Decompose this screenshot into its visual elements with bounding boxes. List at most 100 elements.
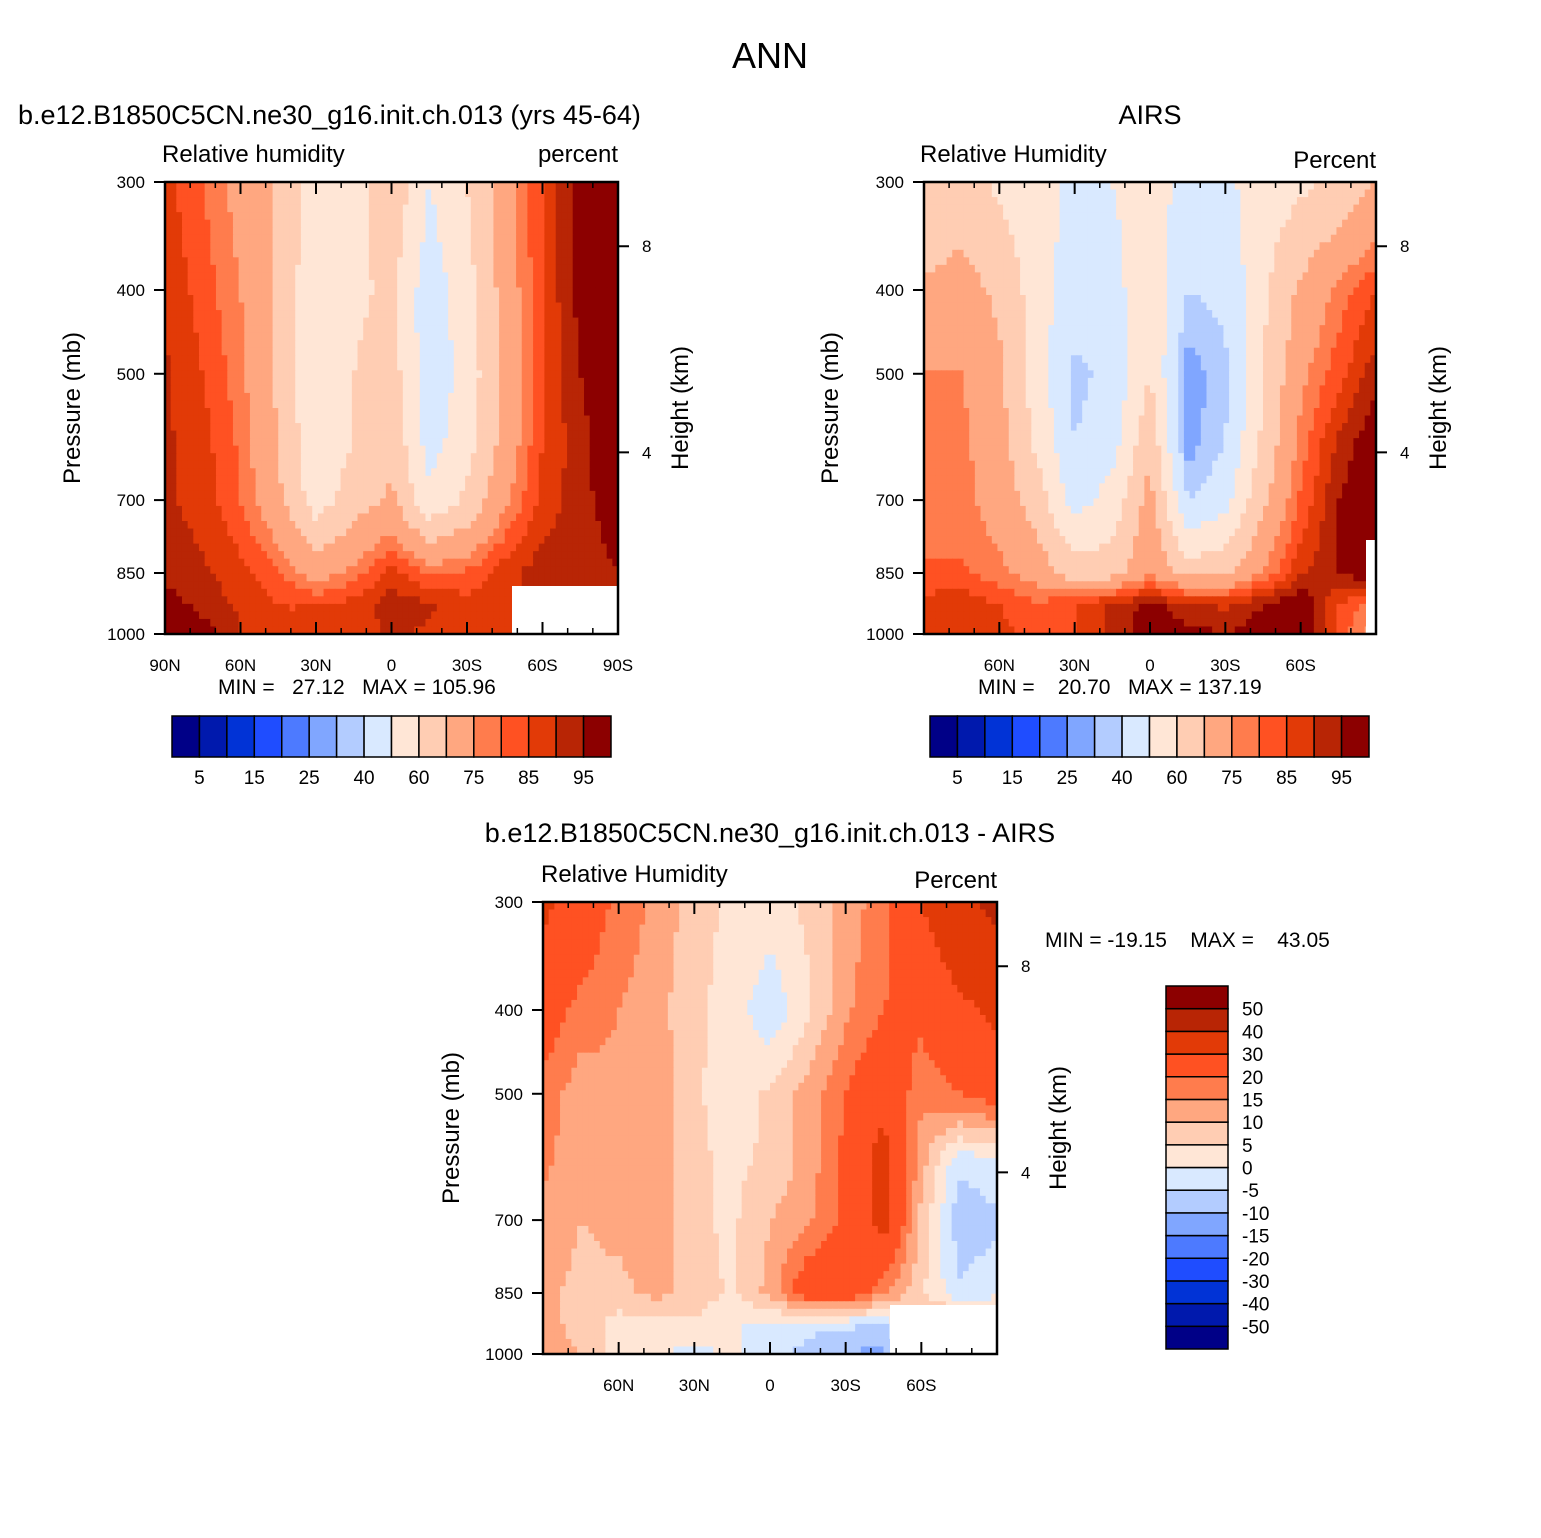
field-cell (487, 573, 495, 582)
field-cell (278, 566, 285, 575)
field-cell (402, 182, 410, 191)
field-cell (504, 543, 512, 552)
field-cell (317, 626, 325, 635)
field-cell (510, 302, 517, 311)
field-cell (357, 189, 364, 198)
field-cell (550, 445, 557, 454)
field-cell (300, 249, 308, 258)
field-cell (601, 460, 608, 469)
field-cell (181, 264, 189, 273)
field-cell (431, 310, 438, 319)
field-cell (397, 460, 404, 469)
field-cell (595, 460, 602, 469)
field-cell (317, 362, 325, 371)
field-cell (193, 423, 200, 432)
field-cell (374, 566, 381, 575)
field-cell (351, 588, 359, 597)
field-cell (215, 385, 223, 394)
field-cell (215, 340, 223, 349)
field-cell (363, 611, 370, 620)
field-cell (363, 392, 370, 402)
field-cell (351, 332, 359, 341)
panel-model-stats: MIN = 27.12 MAX = 105.96 (218, 676, 496, 699)
field-cell (595, 438, 602, 447)
field-cell (402, 626, 410, 635)
field-cell (499, 279, 506, 289)
field-cell (436, 377, 444, 386)
field-cell (459, 189, 466, 198)
field-cell (550, 551, 557, 560)
field-cell (431, 212, 438, 221)
field-cell (300, 310, 308, 319)
field-cell (176, 490, 183, 499)
field-cell (521, 242, 528, 251)
field-cell (499, 355, 506, 364)
field-cell (448, 249, 455, 258)
field-cell (533, 423, 540, 432)
field-cell (363, 460, 370, 469)
field-cell (448, 362, 455, 371)
field-cell (482, 295, 489, 304)
field-cell (448, 242, 455, 251)
field-cell (544, 423, 551, 432)
field-cell (595, 430, 602, 439)
field-cell (261, 573, 268, 582)
field-cell (306, 279, 313, 289)
field-cell (357, 302, 364, 311)
field-cell (544, 219, 551, 228)
field-cell (510, 415, 517, 424)
field-cell (278, 340, 285, 349)
field-cell (550, 400, 557, 409)
field-cell (187, 310, 194, 319)
field-cell (482, 212, 489, 221)
field-cell (170, 234, 177, 243)
field-cell (391, 611, 398, 620)
field-cell (448, 310, 455, 319)
field-cell (499, 332, 506, 341)
field-cell (363, 227, 370, 236)
field-cell (402, 551, 410, 560)
field-cell (493, 302, 500, 311)
field-cell (300, 212, 308, 221)
field-cell (221, 558, 228, 567)
field-cell (544, 528, 551, 537)
field-cell (402, 287, 410, 296)
field-cell (578, 295, 585, 304)
field-cell (198, 543, 206, 552)
field-cell (572, 189, 579, 198)
field-cell (612, 521, 619, 530)
field-cell (584, 234, 591, 243)
field-cell (402, 295, 410, 304)
field-cell (334, 521, 342, 530)
field-cell (504, 279, 512, 289)
field-cell (357, 468, 364, 477)
field-cell (465, 423, 472, 432)
field-cell (397, 204, 404, 213)
field-cell (385, 310, 393, 319)
field-cell (521, 212, 528, 221)
field-cell (606, 573, 613, 582)
field-cell (357, 279, 364, 289)
field-cell (368, 272, 376, 281)
field-cell (306, 182, 313, 191)
field-cell (1104, 182, 1112, 191)
field-cell (329, 362, 336, 371)
field-cell (493, 197, 500, 206)
field-cell (210, 558, 217, 567)
field-cell (232, 551, 240, 560)
field-cell (578, 445, 585, 454)
field-cell (589, 528, 596, 537)
field-cell (436, 182, 444, 191)
field-cell (165, 325, 172, 334)
field-cell (397, 212, 404, 221)
field-cell (442, 227, 449, 236)
field-cell (606, 317, 613, 326)
field-cell (317, 490, 325, 499)
field-cell (578, 490, 585, 499)
field-cell (448, 498, 455, 507)
field-cell (533, 272, 540, 281)
field-cell (414, 370, 421, 379)
field-cell (584, 182, 591, 191)
field-cell (244, 505, 251, 515)
field-cell (187, 197, 194, 206)
